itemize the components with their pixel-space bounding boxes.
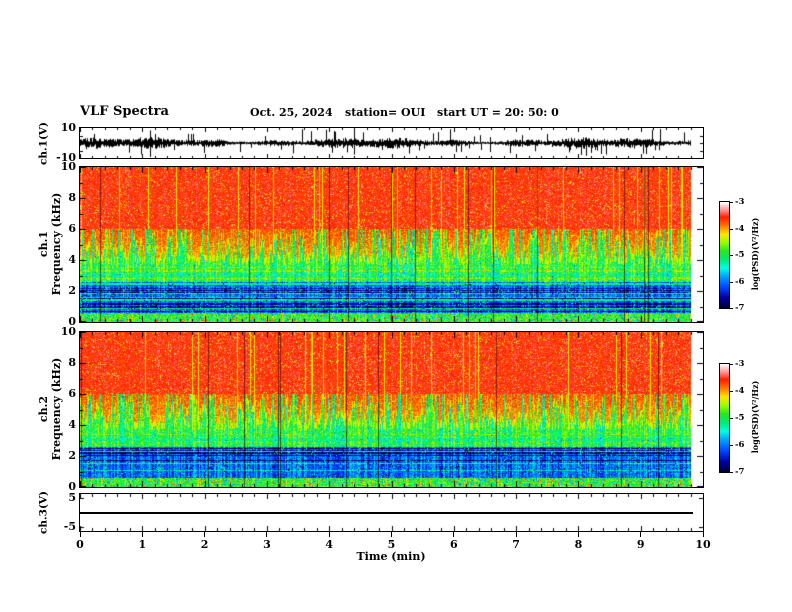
- colorbar-ch2-label: log(PSD)(V²/Hz): [750, 380, 760, 454]
- time-axis-tick: [79, 531, 81, 537]
- colorbar-ch1-canvas: [720, 202, 729, 308]
- time-axis-tick-label: 3: [263, 538, 271, 551]
- ch1-spec-axis-label: ch.1 Frequency (kHz): [37, 189, 63, 299]
- time-axis-tick-label: 9: [636, 538, 645, 551]
- ch1-spec-tick-label: 2: [68, 284, 76, 297]
- ch1-spec-tick-label: 10: [60, 160, 76, 173]
- time-axis-tick: [515, 531, 517, 537]
- colorbar-ch1-tick-label: -3: [735, 197, 745, 207]
- colorbar-ch2-tick-label: -3: [735, 359, 745, 369]
- time-axis-tick-label: 5: [387, 538, 396, 551]
- ch1-spec-tick-label: 6: [68, 222, 76, 235]
- ch2-spectrogram-panel: [79, 331, 704, 488]
- ch2-spec-axis-label-line1: ch.2: [37, 395, 50, 423]
- ch1-spectrogram-canvas: [80, 167, 703, 322]
- colorbar-ch1-tick: [729, 308, 733, 309]
- ch2-spectrogram-canvas: [80, 332, 703, 487]
- ch1-spec-tick-label: 4: [68, 253, 76, 266]
- time-axis-tick: [328, 531, 330, 537]
- colorbar-ch2-canvas: [720, 364, 729, 472]
- colorbar-ch1-tick: [729, 255, 733, 256]
- colorbar-ch1-label: log(PSD)(V²/Hz): [750, 217, 760, 291]
- time-axis-tick: [453, 531, 455, 537]
- figure-date: Oct. 25, 2024: [250, 106, 333, 119]
- time-axis-tick: [266, 531, 268, 537]
- ch1-spec-axis-label-line2: Frequency (kHz): [50, 192, 63, 296]
- colorbar-ch2-tick-label: -7: [735, 467, 745, 477]
- ch1-spectrogram-panel: [79, 166, 704, 323]
- ch2-spec-tick-label: 0: [68, 480, 76, 493]
- ch1-spec-tick-label: 8: [68, 191, 76, 204]
- ch3-wave-tick-label: -5: [63, 519, 76, 533]
- time-axis-tick-label: 6: [449, 538, 458, 551]
- colorbar-ch1-tick-label: -4: [735, 223, 745, 234]
- ch3-wave-tick-label: 5: [68, 491, 76, 505]
- colorbar-ch2-tick-label: -5: [735, 413, 745, 423]
- ch2-spec-tick-label: 6: [68, 387, 76, 400]
- time-axis-tick-label: 1: [138, 538, 147, 551]
- colorbar-ch1-tick: [729, 281, 733, 283]
- time-axis-tick-label: 8: [574, 538, 583, 551]
- time-axis-tick: [640, 531, 642, 537]
- ch2-spec-axis-label-line2: Frequency (kHz): [50, 357, 63, 461]
- colorbar-ch2-tick-label: -4: [735, 386, 745, 396]
- ch2-spec-tick-label: 8: [68, 356, 76, 369]
- ch2-spec-tick-label: 4: [68, 418, 76, 431]
- time-axis-tick-label: 2: [200, 538, 209, 551]
- ch3-zero-line: [80, 511, 693, 514]
- ch1-wave-tick-label: 10: [60, 121, 76, 134]
- colorbar-ch1-tick-label: -7: [735, 303, 745, 313]
- time-axis-tick-label: 7: [512, 538, 520, 551]
- colorbar-ch2-tick: [729, 418, 733, 419]
- time-axis-tick-label: 10: [695, 538, 711, 551]
- time-axis-tick: [577, 531, 579, 537]
- ch1-spec-axis-label-line1: ch.1: [37, 230, 50, 258]
- colorbar-ch1-tick: [729, 228, 733, 230]
- colorbar-ch2-tick: [729, 472, 733, 473]
- colorbar-ch1-tick-label: -5: [735, 250, 745, 260]
- colorbar-ch2-tick: [729, 391, 733, 392]
- ch2-spec-tick-label: 10: [60, 325, 76, 338]
- ch1-spec-tick-label: 0: [68, 315, 76, 328]
- start-ut-label: start UT = 20: 50: 0: [437, 106, 559, 119]
- ch1-wave-tick-label: -10: [56, 151, 76, 164]
- colorbar-ch2-tick: [729, 364, 733, 365]
- time-axis-tick: [702, 531, 704, 537]
- ch1-waveform-canvas: [80, 128, 703, 158]
- colorbar-ch1-tick-label: -6: [735, 276, 745, 287]
- station-label: station= OUI: [345, 106, 426, 119]
- ch1-waveform-panel: [79, 127, 704, 159]
- colorbar-ch2-tick-label: -6: [735, 440, 745, 450]
- time-axis-tick: [204, 531, 206, 537]
- ch2-spec-axis-label: ch.2 Frequency (kHz): [37, 354, 63, 464]
- colorbar-ch1-tick: [729, 202, 733, 203]
- time-axis-tick: [391, 531, 392, 537]
- time-axis-tick: [141, 531, 143, 537]
- time-axis-tick-label: 0: [76, 538, 84, 551]
- time-axis-label: Time (min): [356, 550, 426, 563]
- ch2-spec-tick-label: 2: [68, 449, 76, 462]
- figure-title: VLF Spectra: [80, 104, 169, 119]
- time-axis-tick-label: 4: [325, 538, 334, 551]
- colorbar-ch2-tick: [729, 445, 733, 446]
